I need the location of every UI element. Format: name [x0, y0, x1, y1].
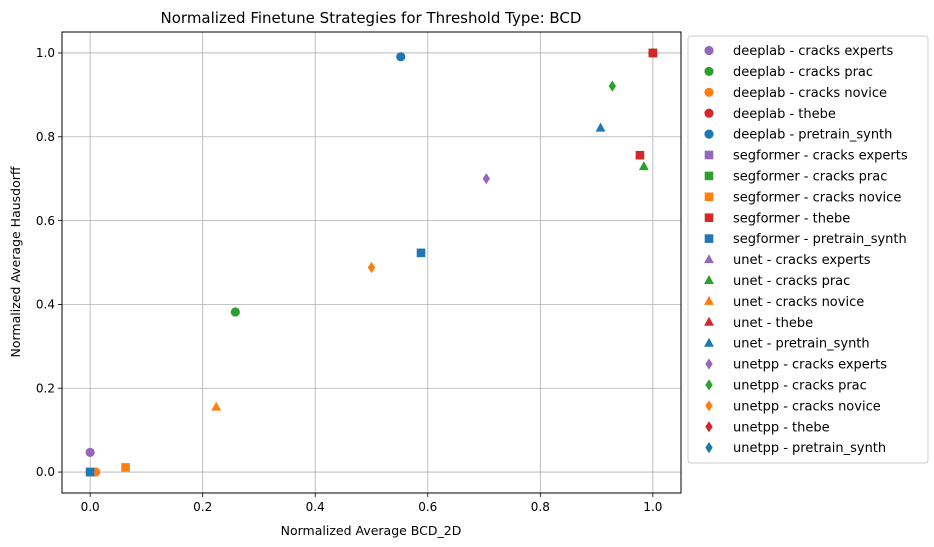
data-point-segformer-thebe — [648, 48, 658, 58]
legend-label-segformer-cracks-experts: segformer - cracks experts — [733, 149, 908, 164]
x-tick-label: 0.8 — [531, 500, 550, 514]
legend-label-segformer-cracks-prac: segformer - cracks prac — [733, 170, 887, 185]
legend-label-deeplab-pretrain-synth: deeplab - pretrain_synth — [733, 128, 892, 143]
legend-label-unetpp-cracks-novice: unetpp - cracks novice — [733, 399, 881, 414]
legend-marker-deeplab-pretrain-synth — [704, 129, 714, 139]
x-tick-label: 0.4 — [306, 500, 325, 514]
chart-title: Normalized Finetune Strategies for Thres… — [161, 9, 582, 27]
legend-label-deeplab-thebe: deeplab - thebe — [733, 107, 836, 122]
data-point-segformer-pretrain-synth — [85, 467, 95, 477]
y-tick-label: 0.8 — [36, 130, 55, 144]
legend-label-deeplab-cracks-prac: deeplab - cracks prac — [733, 65, 873, 80]
legend-marker-unetpp-cracks-novice — [705, 400, 713, 412]
data-point-unet-pretrain-synth — [595, 122, 606, 132]
data-point-deeplab-pretrain-synth — [396, 52, 406, 62]
data-point-segformer-pretrain-synth — [416, 248, 426, 258]
legend-marker-segformer-cracks-prac — [704, 171, 714, 181]
legend-label-unet-pretrain-synth: unet - pretrain_synth — [733, 337, 870, 352]
legend-label-unetpp-cracks-prac: unetpp - cracks prac — [733, 379, 867, 394]
legend-label-unet-cracks-novice: unet - cracks novice — [733, 295, 864, 310]
legend-label-unetpp-pretrain-synth: unetpp - pretrain_synth — [733, 441, 886, 456]
y-tick-label: 0.6 — [36, 214, 55, 228]
axis-ticks: 0.0 0.2 0.4 0.6 0.8 1.0 0.0 0.2 0.4 0.6 0.8 1.0 — [36, 46, 663, 514]
legend-marker-unetpp-pretrain-synth — [705, 442, 713, 454]
x-tick-label: 0.2 — [193, 500, 212, 514]
grid-layer — [62, 32, 681, 493]
legend-label-unet-cracks-prac: unet - cracks prac — [733, 274, 850, 289]
legend-marker-unetpp-cracks-experts — [705, 358, 713, 370]
legend-marker-segformer-cracks-experts — [704, 150, 714, 160]
legend-marker-deeplab-cracks-prac — [704, 66, 714, 76]
plot-frame — [61, 31, 682, 494]
x-axis-label: Normalized Average BCD_2D — [281, 523, 462, 538]
legend-marker-deeplab-cracks-experts — [704, 45, 714, 56]
legend-marker-deeplab-cracks-novice — [704, 87, 714, 97]
x-tick-label: 0.6 — [418, 500, 437, 514]
y-tick-label: 0.2 — [36, 381, 55, 395]
x-tick-label: 1.0 — [643, 500, 662, 514]
legend: deeplab - cracks experts deeplab - cracks… — [687, 35, 929, 464]
x-tick-label: 0.0 — [81, 500, 100, 514]
legend-marker-unet-cracks-prac — [704, 275, 714, 284]
data-point-unet-cracks-prac — [638, 161, 649, 171]
legend-label-segformer-cracks-novice: segformer - cracks novice — [733, 190, 901, 205]
data-point-deeplab-cracks-prac — [230, 307, 240, 317]
legend-label-unet-thebe: unet - thebe — [733, 316, 813, 331]
legend-marker-unet-thebe — [704, 316, 714, 326]
data-point-segformer-thebe — [635, 150, 645, 160]
data-point-deeplab-cracks-experts — [85, 447, 95, 457]
legend-label-deeplab-cracks-experts: deeplab - cracks experts — [733, 44, 893, 59]
legend-label-segformer-pretrain-synth: segformer - pretrain_synth — [733, 232, 907, 247]
y-tick-label: 0.4 — [36, 298, 55, 312]
legend-label-unetpp-cracks-experts: unetpp - cracks experts — [733, 358, 887, 373]
legend-marker-unetpp-cracks-prac — [705, 379, 713, 391]
data-point-unetpp-cracks-novice — [367, 261, 376, 274]
y-tick-label: 1.0 — [36, 46, 55, 60]
legend-label-segformer-thebe: segformer - thebe — [733, 211, 850, 226]
y-tick-label: 0.0 — [36, 465, 55, 479]
legend-marker-segformer-pretrain-synth — [704, 234, 714, 243]
legend-label-unet-cracks-experts: unet - cracks experts — [733, 253, 871, 268]
legend-frame — [687, 35, 929, 464]
legend-label-unetpp-thebe: unetpp - thebe — [733, 420, 830, 435]
data-point-unetpp-cracks-prac — [608, 80, 617, 92]
legend-marker-unet-cracks-experts — [704, 254, 714, 264]
legend-marker-segformer-thebe — [704, 213, 714, 222]
legend-marker-deeplab-thebe — [704, 108, 714, 118]
legend-marker-unet-cracks-novice — [704, 295, 714, 305]
data-points — [85, 48, 658, 477]
y-axis-label: Normalized Average Hausdorff — [8, 166, 23, 357]
legend-label-deeplab-cracks-novice: deeplab - cracks novice — [733, 86, 887, 101]
legend-marker-unetpp-thebe — [705, 421, 713, 433]
data-point-unetpp-cracks-experts — [482, 173, 490, 185]
legend-marker-unet-pretrain-synth — [704, 337, 714, 347]
data-point-segformer-cracks-novice — [121, 463, 130, 472]
legend-marker-segformer-cracks-novice — [704, 192, 714, 202]
data-point-unet-cracks-novice — [211, 401, 222, 411]
